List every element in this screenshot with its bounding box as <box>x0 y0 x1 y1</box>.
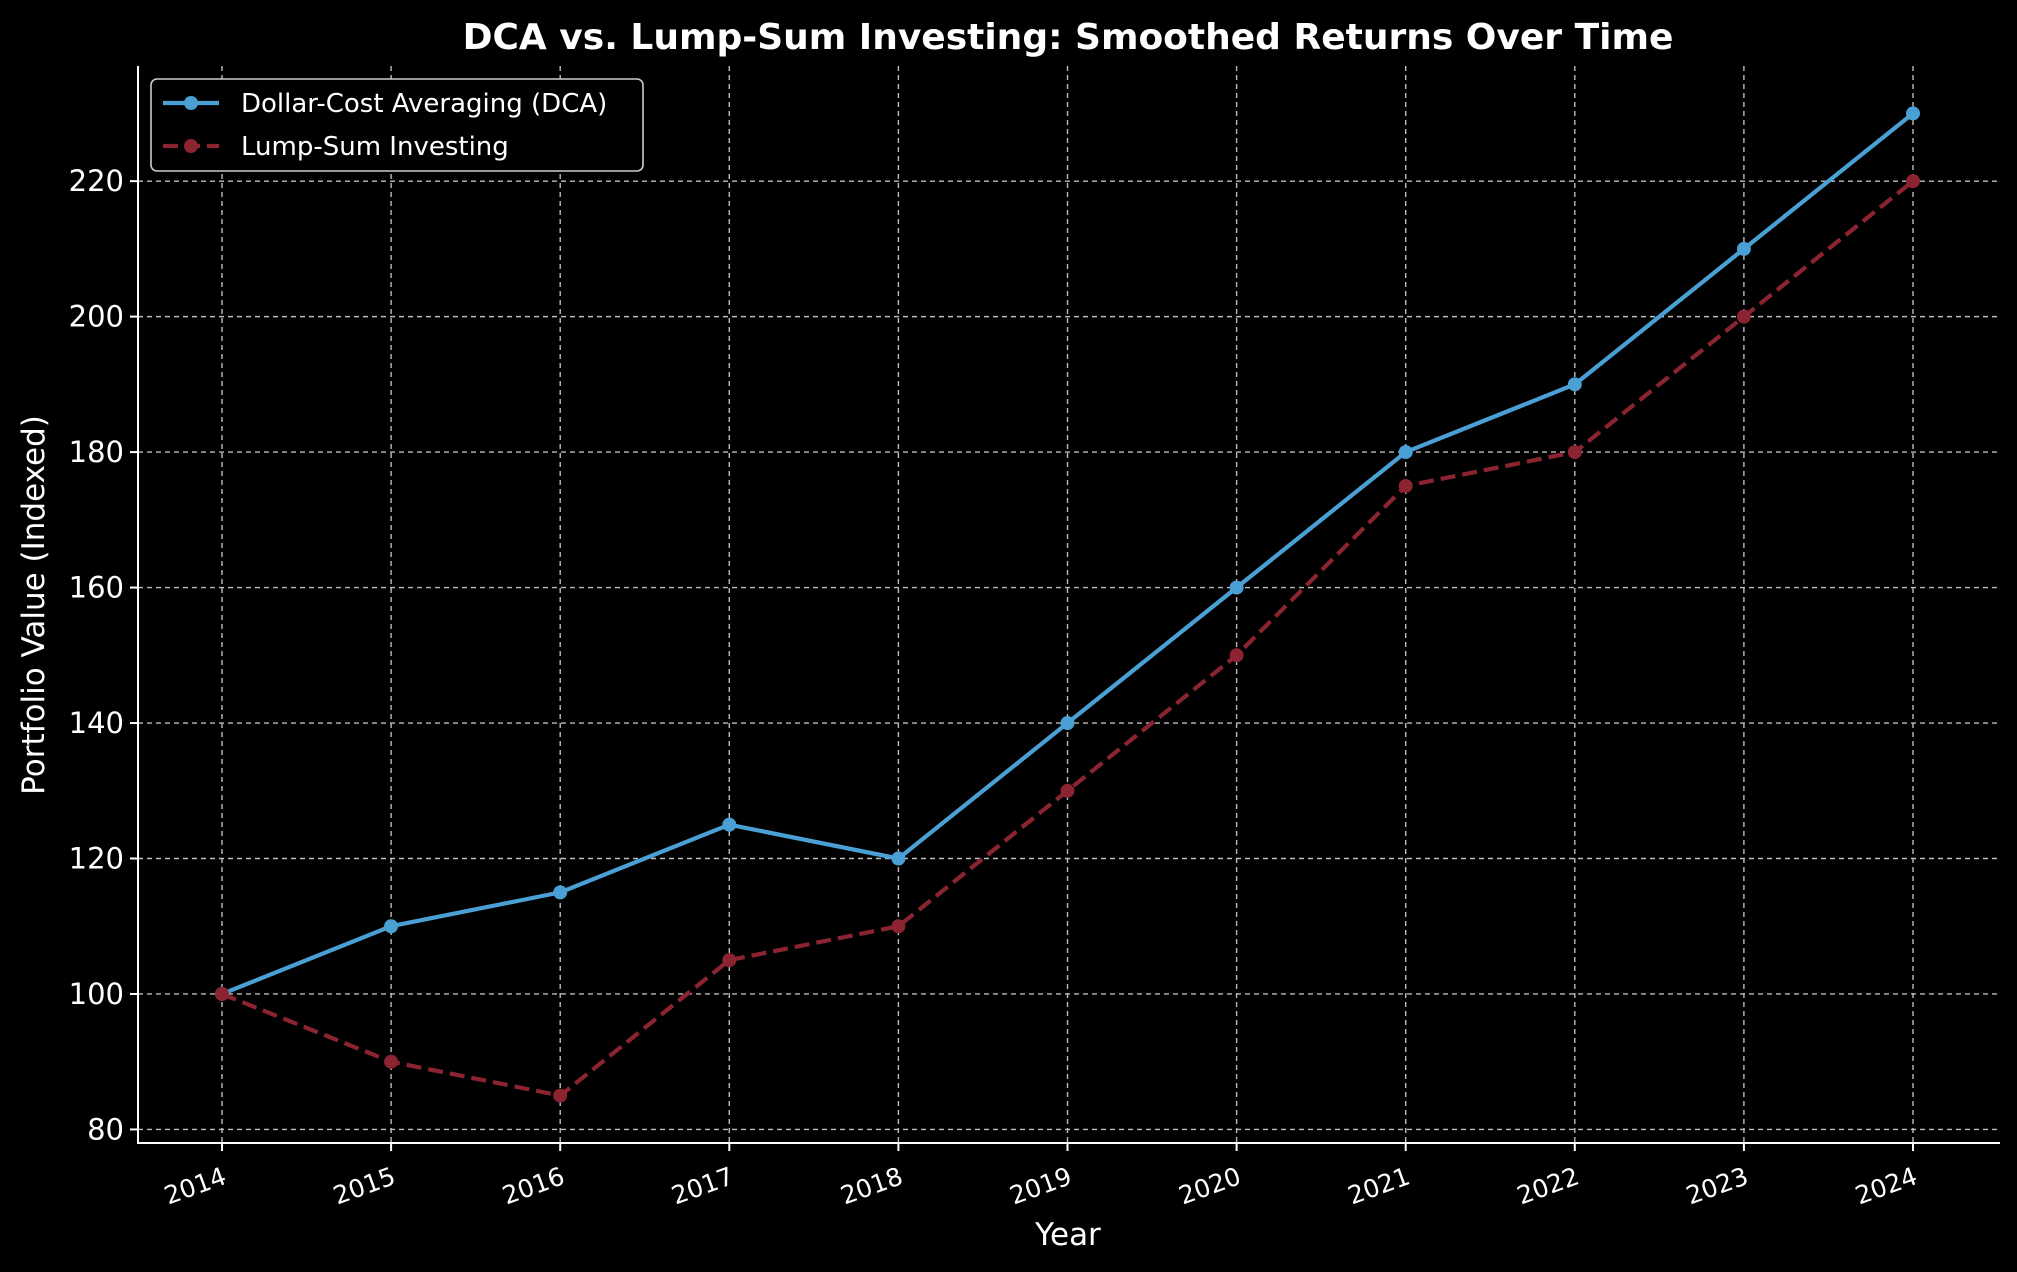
grid <box>138 66 2000 1143</box>
legend: Dollar-Cost Averaging (DCA) Lump-Sum Inve… <box>150 78 644 172</box>
y-axis-ticks: 80 100 120 140 160 180 200 220 <box>69 164 138 1146</box>
y-tick-label: 180 <box>69 435 124 469</box>
y-tick-label: 140 <box>69 706 124 740</box>
legend-marker-2 <box>184 139 198 153</box>
data-point <box>1736 241 1751 256</box>
data-point <box>384 919 399 934</box>
data-point <box>1229 648 1244 663</box>
legend-marker-1 <box>184 96 198 110</box>
data-point <box>553 1088 568 1103</box>
legend-label-1: Dollar-Cost Averaging (DCA) <box>241 89 607 119</box>
legend-label-2: Lump-Sum Investing <box>241 132 509 162</box>
data-point <box>1567 445 1582 460</box>
data-point <box>722 817 737 832</box>
y-tick-label: 200 <box>69 300 124 334</box>
y-tick-label: 120 <box>69 842 124 876</box>
y-tick-label: 80 <box>87 1112 124 1146</box>
y-tick-label: 160 <box>69 571 124 605</box>
data-point <box>1229 580 1244 595</box>
data-point <box>1736 309 1751 324</box>
data-point <box>1567 377 1582 392</box>
y-tick-label: 220 <box>69 164 124 198</box>
data-point <box>891 851 906 866</box>
data-point <box>1398 478 1413 493</box>
data-point <box>1398 445 1413 460</box>
data-point <box>722 953 737 968</box>
data-point <box>384 1054 399 1069</box>
y-axis-label: Portfolio Value (Indexed) <box>16 415 52 795</box>
x-axis-label: Year <box>1034 1217 1101 1253</box>
data-point <box>891 919 906 934</box>
data-point <box>553 885 568 900</box>
data-point <box>1060 716 1075 731</box>
series-layer <box>215 106 1920 1103</box>
chart-title: DCA vs. Lump-Sum Investing: Smoothed Ret… <box>463 17 1674 58</box>
data-point <box>1906 106 1920 121</box>
data-point <box>215 986 229 1001</box>
legend-frame <box>150 78 644 172</box>
data-point <box>1060 783 1075 798</box>
data-point <box>1906 174 1920 189</box>
y-tick-label: 100 <box>69 977 124 1011</box>
